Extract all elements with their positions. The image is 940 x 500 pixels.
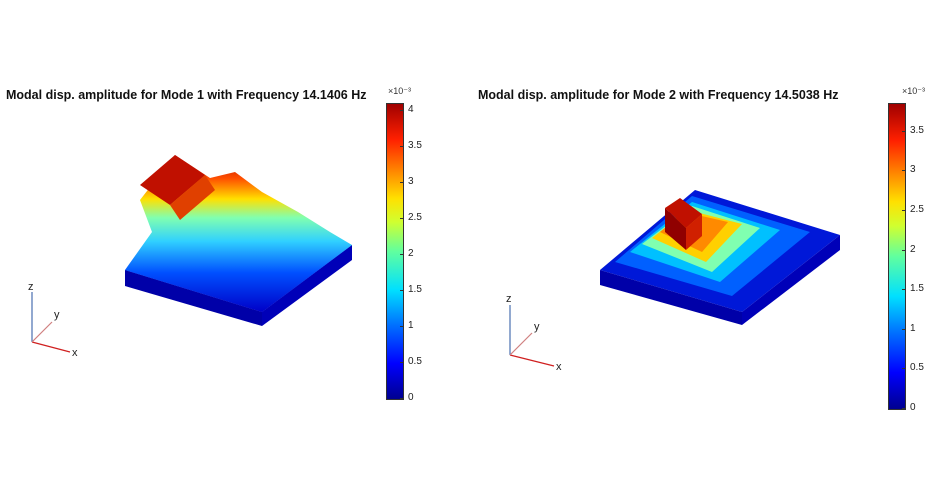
mode-2-panel: Modal disp. amplitude for Mode 2 with Fr… (470, 0, 940, 500)
colorbar-tick-mark (400, 290, 404, 292)
colorbar-tick-mark (400, 146, 404, 148)
mode-1-title: Modal disp. amplitude for Mode 1 with Fr… (6, 88, 367, 102)
colorbar-tick-label: 4 (408, 104, 414, 116)
colorbar-tick-label: 0.5 (910, 362, 924, 374)
mode-2-base-front (600, 270, 742, 325)
colorbar-tick-mark (902, 130, 906, 132)
mode-2-z-axis-label: z (506, 293, 512, 305)
mode-2-x-axis-label: x (556, 361, 562, 373)
colorbar-tick-label: 0 (910, 402, 916, 413)
colorbar-tick-mark (902, 249, 906, 251)
mode-1-axes-triad: z y x (28, 281, 78, 359)
mode-1-z-axis-label: z (28, 281, 34, 293)
mode-1-base-front (125, 270, 262, 326)
mode-2-base-side (742, 235, 840, 325)
mode-2-colorbar (888, 103, 906, 410)
colorbar-tick-mark (400, 398, 404, 399)
colorbar-tick-mark (902, 289, 906, 291)
mode-1-colorbar-exponent: ×10⁻³ (388, 86, 412, 96)
colorbar-tick-mark (400, 218, 404, 220)
colorbar-tick-label: 1 (408, 320, 414, 332)
colorbar-tick-label: 3 (910, 164, 916, 176)
colorbar-tick-label: 2 (910, 243, 916, 255)
colorbar-tick-mark (400, 110, 404, 112)
colorbar-tick-mark (902, 408, 906, 409)
colorbar-tick-label: 2.5 (408, 212, 422, 224)
colorbar-tick-mark (400, 326, 404, 328)
colorbar-tick-mark (400, 182, 404, 184)
mode-2-deformed-plate (600, 190, 840, 325)
colorbar-tick-mark (902, 170, 906, 172)
colorbar-tick-label: 1.5 (408, 284, 422, 296)
mode-1-deformed-plate (125, 155, 352, 326)
colorbar-tick-mark (902, 209, 906, 211)
colorbar-tick-mark (902, 328, 906, 330)
mode-1-y-axis-label: y (54, 309, 60, 321)
mode-2-colorbar-exponent: ×10⁻³ (902, 86, 926, 96)
mode-1-base-side (262, 245, 352, 326)
mode-1-x-axis-label: x (72, 347, 78, 359)
mode-2-y-axis-label: y (534, 321, 540, 333)
mode-1-panel: Modal disp. amplitude for Mode 1 with Fr… (6, 86, 422, 403)
colorbar-tick-label: 3.5 (408, 140, 422, 152)
mode-2-title: Modal disp. amplitude for Mode 2 with Fr… (478, 88, 839, 102)
colorbar-tick-label: 0.5 (408, 356, 422, 368)
mode-2-axes-triad: z y x (506, 293, 562, 373)
colorbar-tick-label: 1 (910, 322, 916, 334)
mode-2-peak-block (665, 198, 702, 228)
colorbar-tick-label: 3 (408, 176, 414, 188)
mode-1-colorbar (386, 103, 404, 400)
mode-1-peak-block (140, 155, 205, 205)
colorbar-tick-label: 0 (408, 392, 414, 403)
colorbar-tick-label: 1.5 (910, 283, 924, 295)
colorbar-tick-mark (400, 362, 404, 364)
colorbar-tick-label: 2 (408, 248, 414, 260)
colorbar-tick-label: 3.5 (910, 124, 924, 136)
colorbar-tick-label: 2.5 (910, 203, 924, 215)
colorbar-tick-mark (400, 254, 404, 256)
colorbar-tick-mark (902, 368, 906, 370)
